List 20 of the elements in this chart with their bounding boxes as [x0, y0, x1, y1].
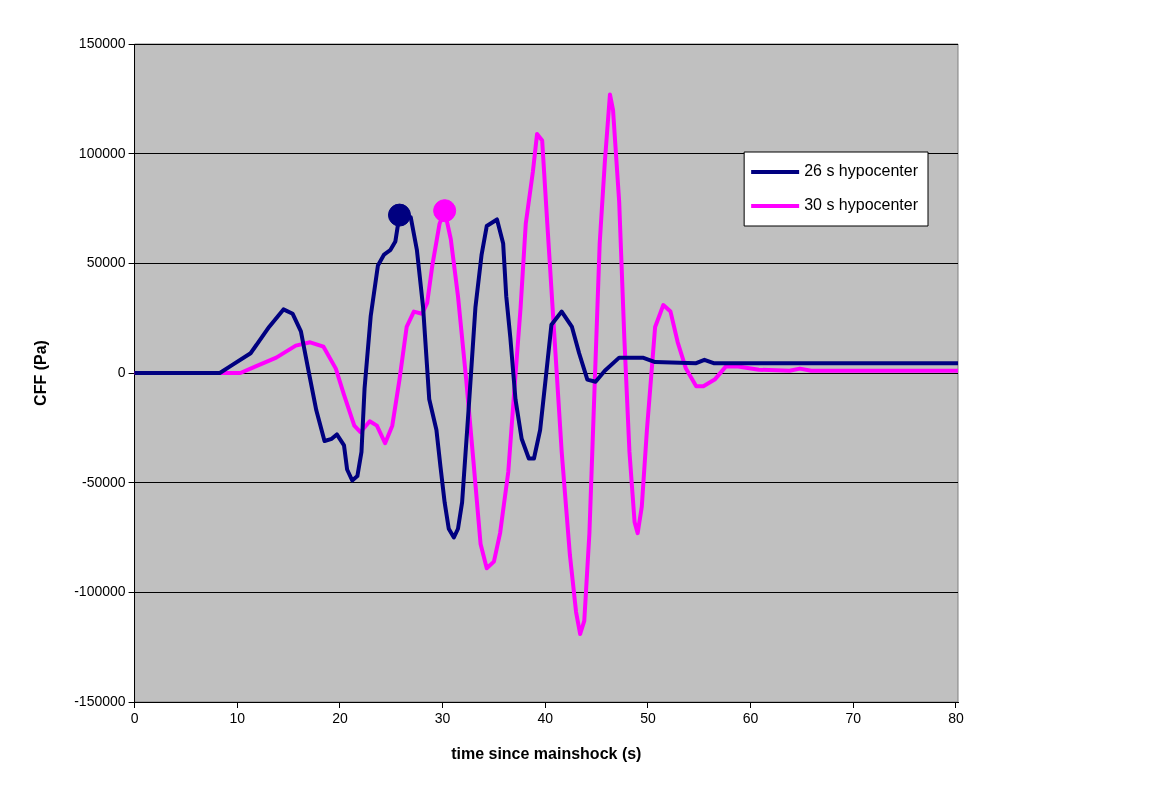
y-tick-label: 0	[117, 363, 126, 380]
y-tick-label: -50000	[81, 473, 126, 490]
y-axis-title: CFF (Pa)	[32, 340, 50, 406]
legend-label: 26 s hypocenter	[804, 162, 919, 180]
y-tick-label: 150000	[78, 34, 126, 51]
x-axis-title: time since mainshock (s)	[451, 744, 642, 762]
y-tick-label: 50000	[86, 254, 126, 271]
x-tick-label: 60	[742, 710, 759, 727]
x-tick-label: 20	[332, 710, 348, 727]
x-tick-label: 0	[130, 710, 139, 727]
y-tick-label: 100000	[78, 144, 126, 161]
x-tick-label: 10	[229, 710, 246, 727]
x-tick-label: 40	[537, 710, 554, 727]
x-tick-label: 30	[434, 710, 451, 727]
x-tick-label: 50	[640, 710, 656, 727]
y-tick-label: -150000	[74, 692, 126, 709]
legend-label: 30 s hypocenter	[804, 196, 919, 214]
x-tick-label: 80	[948, 710, 964, 727]
x-tick-label: 70	[845, 710, 862, 727]
y-tick-label: -100000	[74, 583, 126, 600]
